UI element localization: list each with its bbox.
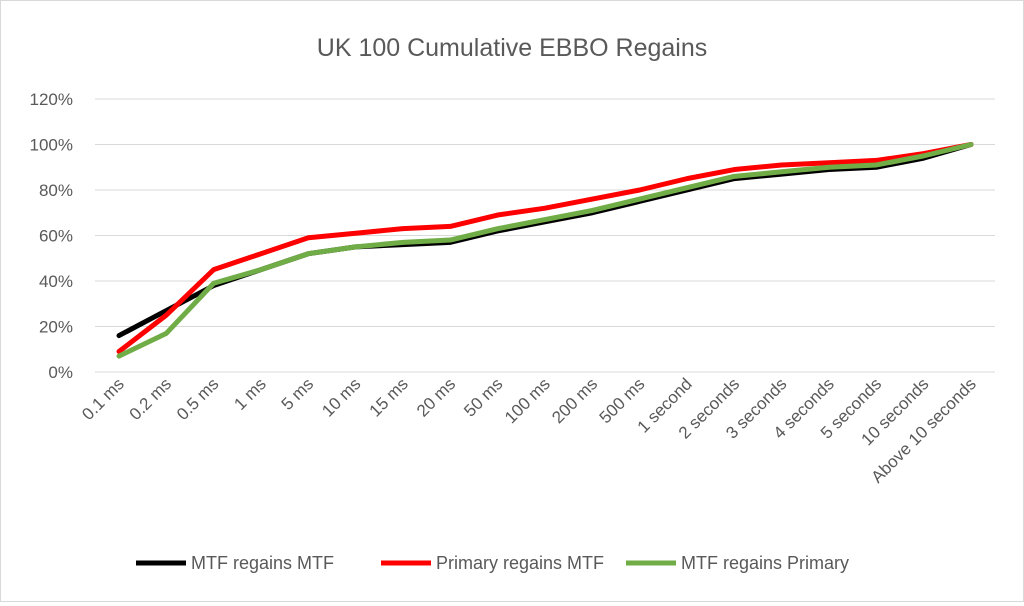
legend-label: MTF regains Primary [681,553,849,573]
x-tick-label: 0.2 ms [126,374,176,424]
y-tick-label: 100% [30,136,73,155]
x-tick-label: 50 ms [460,374,506,420]
x-tick-label: 100 ms [501,374,554,427]
y-tick-label: 60% [39,227,73,246]
y-tick-label: 20% [39,318,73,337]
chart-title: UK 100 Cumulative EBBO Regains [317,34,707,62]
y-tick-label: 40% [39,272,73,291]
x-tick-label: 0.1 ms [78,374,128,424]
x-tick-label: 1 ms [230,374,269,413]
x-tick-label: 20 ms [413,374,459,420]
x-tick-label: 5 ms [278,374,317,413]
legend-label: MTF regains MTF [191,553,334,573]
series-line-mtf-regains-primary [119,145,971,357]
series-line-mtf-regains-mtf [119,145,971,336]
series-line-primary-regains-mtf [119,145,971,352]
x-tick-label: 10 ms [318,374,364,420]
y-tick-label: 80% [39,181,73,200]
x-tick-label: 15 ms [366,374,412,420]
x-tick-label: 0.5 ms [173,374,223,424]
legend-label: Primary regains MTF [436,553,604,573]
y-tick-label: 0% [48,363,73,382]
x-tick-label: 200 ms [548,374,601,427]
y-tick-label: 120% [30,90,73,109]
